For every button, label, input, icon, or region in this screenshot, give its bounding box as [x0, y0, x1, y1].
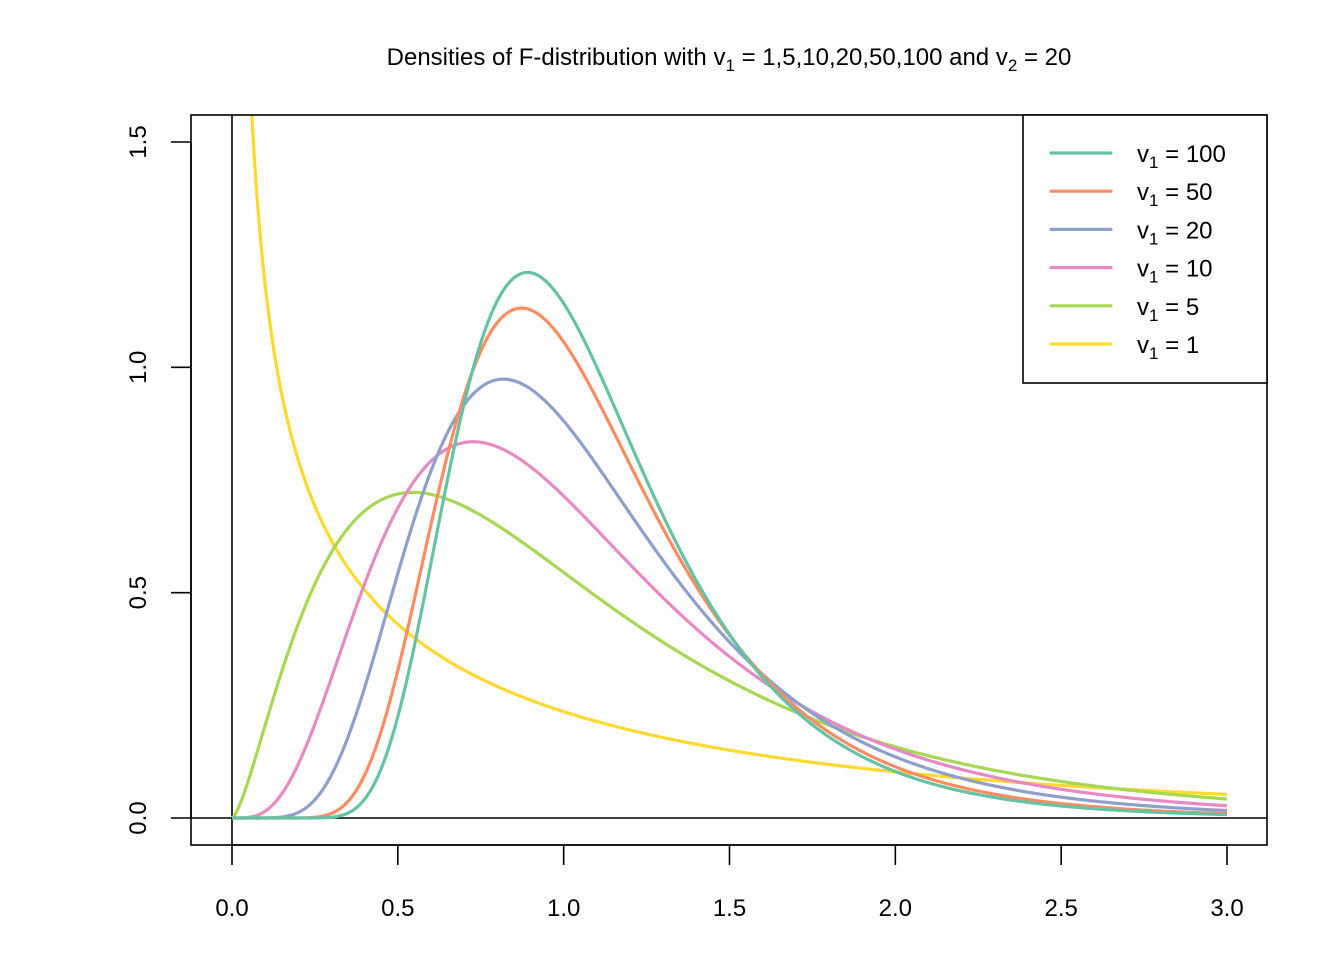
chart-title: Densities of F-distribution with v1 = 1,… [387, 44, 1072, 75]
y-tick-label: 0.0 [125, 801, 152, 834]
legend-label-df1-10: v1 = 10 [1137, 256, 1213, 287]
x-tick-label: 2.0 [879, 895, 912, 922]
x-tick-label: 0.0 [215, 895, 248, 922]
y-axis: 0.0 0.5 1.0 1.5 [125, 125, 192, 835]
legend-label-df1-50: v1 = 50 [1137, 179, 1213, 210]
curve-df1-20 [232, 377, 1228, 820]
x-tick-label: 0.5 [381, 895, 414, 922]
x-axis: 0.0 0.5 1.0 1.5 2.0 2.5 3.0 [215, 844, 1244, 922]
legend-label-df1-100: v1 = 100 [1137, 141, 1226, 172]
y-tick-label: 0.5 [125, 576, 152, 609]
x-tick-label: 1.5 [713, 895, 746, 922]
legend-label-df1-5: v1 = 5 [1137, 294, 1199, 325]
curve-df1-10 [232, 440, 1228, 820]
curve-df1-100 [232, 270, 1228, 820]
legend-label-df1-1: v1 = 1 [1137, 332, 1199, 363]
y-tick-label: 1.5 [125, 125, 152, 158]
x-tick-label: 3.0 [1210, 895, 1243, 922]
legend-box [1022, 114, 1268, 384]
legend-label-df1-20: v1 = 20 [1137, 217, 1213, 248]
y-tick-label: 1.0 [125, 351, 152, 384]
curve-df1-5 [230, 490, 1228, 820]
x-tick-label: 2.5 [1044, 895, 1077, 922]
density-curves [230, 115, 1228, 820]
x-tick-label: 1.0 [547, 895, 580, 922]
curve-df1-50 [232, 306, 1228, 820]
legend: v1 = 100 v1 = 50 v1 = 20 v1 = 10 v1 = 5 v1 = … [1022, 114, 1268, 384]
curve-df1-1 [250, 115, 1228, 796]
